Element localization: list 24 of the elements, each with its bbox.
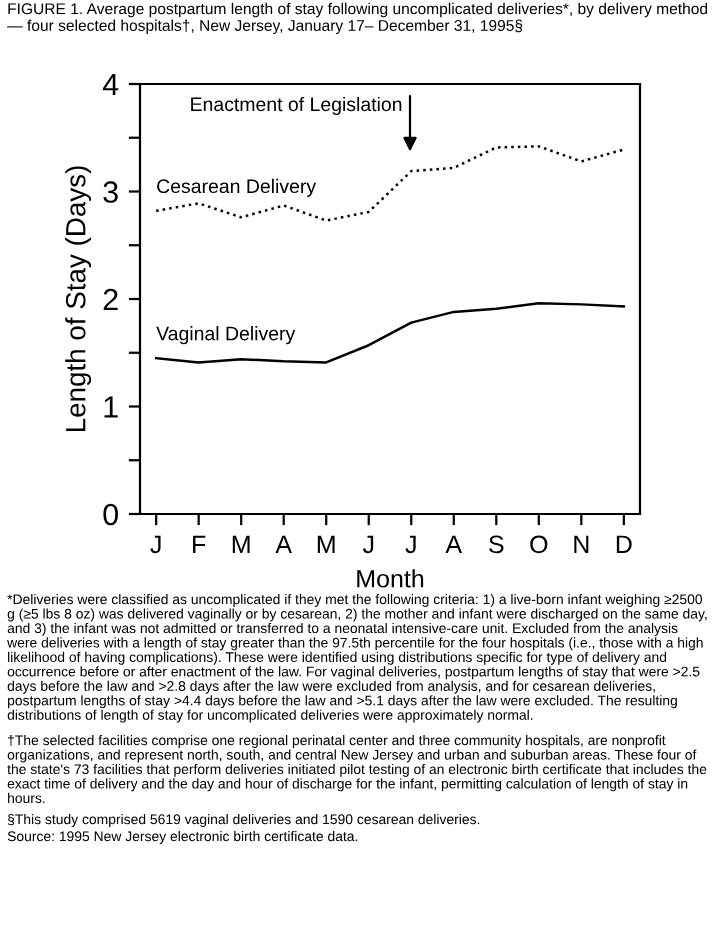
x-tick-label: N bbox=[574, 535, 589, 553]
annotation: Enactment of Legislation bbox=[191, 96, 402, 116]
y-tick-label: 1 bbox=[104, 396, 118, 418]
y-tick-label: 4 bbox=[102, 74, 119, 96]
x-tick-label: J bbox=[150, 535, 161, 554]
x-tick-label: D bbox=[616, 535, 632, 553]
line-series bbox=[154, 302, 626, 364]
x-tick-label: F bbox=[193, 535, 206, 553]
x-tick-label: J bbox=[405, 535, 416, 554]
y-tick-label: 2 bbox=[103, 288, 118, 311]
x-tick-label: J bbox=[362, 535, 374, 554]
x-axis-title: Month bbox=[357, 569, 424, 588]
x-tick-label: O bbox=[530, 535, 548, 554]
x-tick-label: A bbox=[275, 535, 292, 553]
y-axis-title: Length of Stay (Days) bbox=[65, 166, 92, 432]
series-label: Cesarean Delivery bbox=[157, 178, 317, 197]
series-label: Vaginal Delivery bbox=[156, 326, 296, 345]
y-tick-label: 3 bbox=[103, 181, 118, 203]
x-tick-label: A bbox=[445, 535, 463, 553]
y-tick-label: 0 bbox=[103, 503, 118, 526]
x-tick-label: S bbox=[489, 535, 504, 554]
x-tick-label: M bbox=[317, 535, 335, 553]
line-series bbox=[154, 145, 626, 222]
x-tick-label: M bbox=[232, 535, 250, 553]
